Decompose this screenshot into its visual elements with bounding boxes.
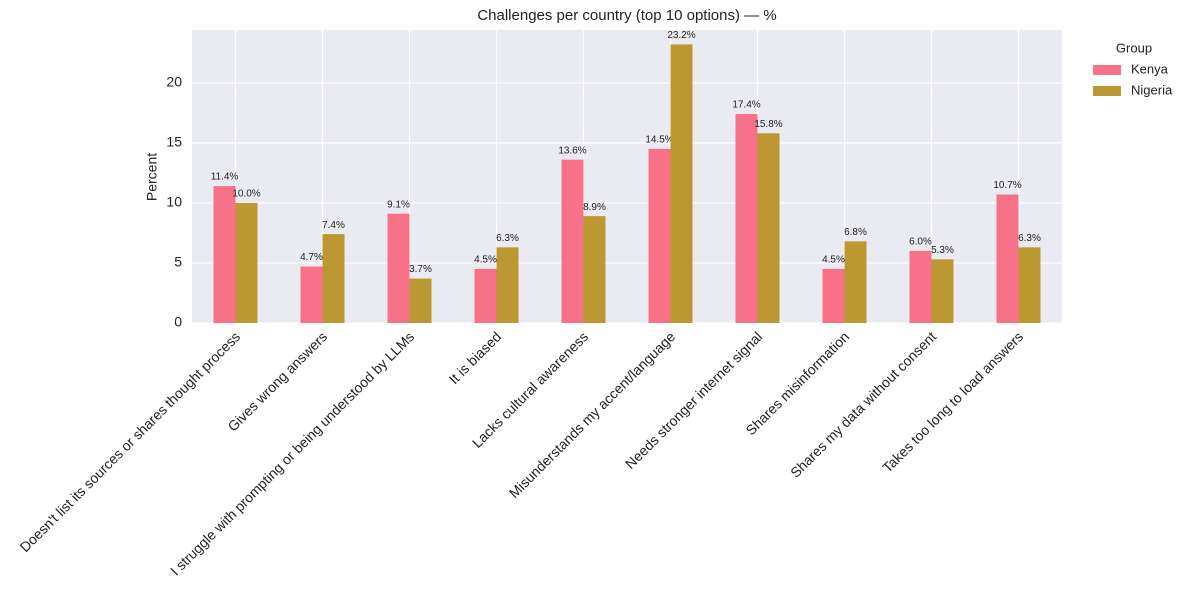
y-tick-label: 15	[166, 134, 182, 150]
value-label: 4.5%	[474, 255, 497, 266]
value-label: 4.7%	[300, 252, 323, 263]
legend-swatch	[1093, 86, 1121, 96]
value-label: 5.3%	[931, 245, 954, 256]
bar	[931, 259, 954, 323]
value-label: 10.7%	[993, 180, 1021, 191]
x-tick-label: Misunderstands my accent/language	[506, 328, 679, 501]
value-label: 15.8%	[754, 119, 782, 130]
bar	[213, 186, 236, 323]
value-label: 23.2%	[667, 30, 695, 41]
value-label: 14.5%	[645, 135, 673, 146]
bar	[235, 202, 258, 323]
y-tick-label: 10	[166, 194, 182, 210]
bar	[996, 194, 1019, 323]
bar	[757, 133, 780, 323]
value-label: 10.0%	[232, 189, 260, 200]
bar	[648, 148, 671, 323]
bar	[561, 159, 584, 323]
value-label: 3.7%	[409, 264, 432, 275]
value-label: 11.4%	[211, 172, 239, 183]
y-tick-label: 5	[174, 254, 182, 270]
chart-title: Challenges per country (top 10 options) …	[477, 7, 776, 24]
legend-swatch	[1093, 65, 1121, 75]
bar	[322, 234, 345, 323]
value-label: 7.4%	[322, 220, 345, 231]
bar	[735, 114, 758, 324]
x-tick-label: It is biased	[446, 328, 505, 387]
x-tick-label: Doesn't list its sources or shares thoug…	[17, 328, 244, 555]
bar	[909, 250, 932, 323]
x-tick-label: Takes too long to load answers	[879, 328, 1026, 475]
value-label: 9.1%	[387, 199, 410, 210]
value-label: 4.5%	[822, 255, 845, 266]
value-label: 8.9%	[583, 202, 606, 213]
bar	[844, 241, 867, 323]
bar	[409, 278, 432, 323]
x-tick-label: Shares my data without consent	[787, 328, 939, 480]
value-label: 6.3%	[1018, 233, 1041, 244]
value-label: 6.8%	[844, 227, 867, 238]
y-axis-label: Percent	[144, 153, 160, 201]
x-tick-label: Needs stronger internet signal	[622, 328, 765, 471]
bar	[474, 268, 497, 323]
value-label: 6.0%	[909, 237, 932, 248]
y-tick-label: 0	[174, 314, 182, 330]
bar	[583, 216, 606, 323]
legend-label: Kenya	[1131, 61, 1169, 76]
bar	[387, 213, 410, 323]
bar	[670, 44, 693, 323]
bar	[300, 266, 323, 323]
value-label: 17.4%	[732, 100, 760, 111]
y-tick-label: 20	[166, 74, 182, 90]
bar	[822, 268, 845, 323]
bar	[496, 247, 519, 323]
bar	[1018, 247, 1041, 323]
value-label: 6.3%	[496, 233, 519, 244]
legend-label: Nigeria	[1131, 82, 1173, 97]
legend-title: Group	[1116, 40, 1152, 55]
x-tick-label: Gives wrong answers	[224, 328, 330, 434]
value-label: 13.6%	[558, 145, 586, 156]
